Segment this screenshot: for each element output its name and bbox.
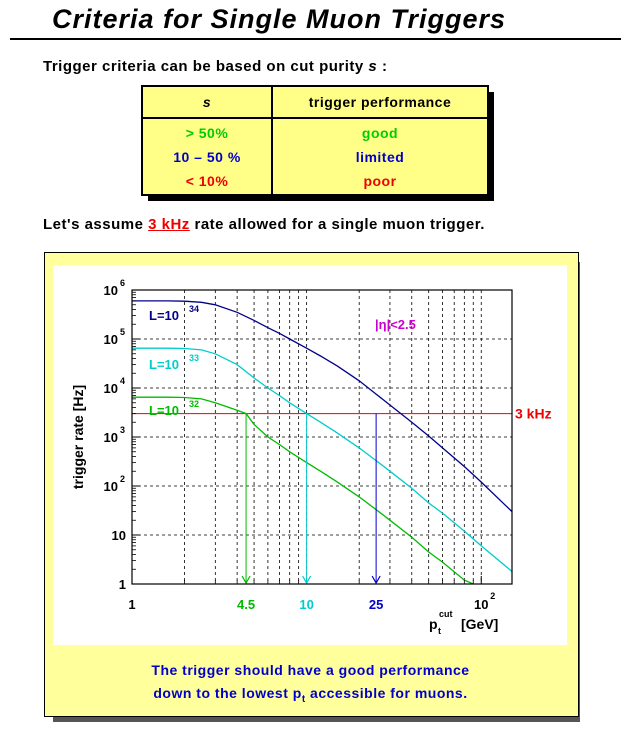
eta-annotation: |η|<2.5: [375, 317, 416, 332]
header-performance: trigger performance: [308, 94, 452, 110]
cut-marker-arrow: [302, 575, 312, 585]
y-tick-label: 10: [112, 528, 126, 543]
x-axis-label-sub: t: [438, 626, 441, 636]
intro-text: Trigger criteria can be based on cut pur…: [43, 58, 387, 75]
intro-colon: :: [381, 58, 388, 75]
intro-symbol: s: [368, 58, 378, 75]
caption: The trigger should have a good performan…: [44, 659, 577, 711]
series-label: L=10: [149, 403, 179, 418]
row-performance: poor: [363, 173, 397, 189]
y-tick-label: 10: [104, 479, 118, 494]
row-performance: limited: [355, 149, 405, 165]
y-tick-label: 10: [104, 381, 118, 396]
x-tick-exponent: 2: [490, 591, 495, 601]
y-tick-exponent: 2: [120, 474, 125, 484]
plot-area: 4.5 10 25 1 10 10 2 10 3 10 4 10 5 10 6 1 10 2 trigger rat…: [53, 265, 567, 645]
cut-marker-arrow: [371, 575, 381, 585]
x-tick-label: 10: [474, 597, 488, 612]
caption-subscript: t: [301, 693, 306, 705]
row-purity: < 10%: [185, 173, 229, 189]
assumption-after: rate allowed for a single muon trigger.: [194, 216, 485, 233]
row-purity: 10 – 50 %: [173, 149, 241, 165]
x-axis-label-p: p: [429, 616, 438, 632]
table-header: [143, 87, 487, 119]
y-tick-label: 10: [104, 430, 118, 445]
title-underline: [10, 38, 621, 40]
y-tick-label: 1: [119, 577, 126, 592]
caption-line2-before: down to the lowest p: [153, 685, 302, 701]
assumption-before: Let's assume: [43, 216, 144, 233]
x-axis-label-unit: [GeV]: [461, 616, 498, 632]
y-tick-exponent: 5: [120, 327, 125, 337]
criteria-table: s trigger performance > 50% good 10 – 50…: [141, 85, 489, 196]
y-tick-exponent: 6: [120, 278, 125, 288]
y-tick-exponent: 3: [120, 425, 125, 435]
intro-label: Trigger criteria can be based on cut pur…: [43, 58, 364, 75]
caption-line2: down to the lowest pt accessible for muo…: [44, 682, 577, 711]
x-tick-label: 1: [128, 597, 135, 612]
cut-marker-label: 4.5: [237, 597, 255, 612]
header-purity: s: [202, 94, 212, 110]
cut-marker-label: 25: [369, 597, 383, 612]
series-label-exponent: 34: [189, 304, 199, 314]
caption-line1: The trigger should have a good performan…: [151, 662, 470, 678]
y-axis-label: trigger rate [Hz]: [70, 385, 86, 489]
series-line-32: [132, 396, 474, 585]
series-label: L=10: [149, 357, 179, 372]
row-performance: good: [361, 125, 399, 141]
cut-marker-arrow: [241, 575, 251, 585]
caption-line2-after: accessible for muons.: [305, 685, 468, 701]
cut-marker-label: 10: [299, 597, 313, 612]
page-title: Criteria for Single Muon Triggers: [52, 4, 507, 34]
assumption-text: Let's assume 3 kHz rate allowed for a si…: [43, 216, 485, 233]
series-label-exponent: 33: [189, 353, 199, 363]
series-label-exponent: 32: [189, 399, 199, 409]
row-purity: > 50%: [185, 125, 229, 141]
series-label: L=10: [149, 308, 179, 323]
x-axis-label-sup: cut: [439, 609, 453, 619]
y-tick-label: 10: [104, 283, 118, 298]
series-line-34: [132, 300, 513, 513]
y-tick-exponent: 4: [120, 376, 125, 386]
y-tick-label: 10: [104, 332, 118, 347]
threshold-label: 3 kHz: [515, 406, 552, 422]
series-line-33: [132, 347, 513, 572]
rate-highlight: 3 kHz: [148, 216, 190, 233]
table-column-divider: [143, 87, 273, 194]
